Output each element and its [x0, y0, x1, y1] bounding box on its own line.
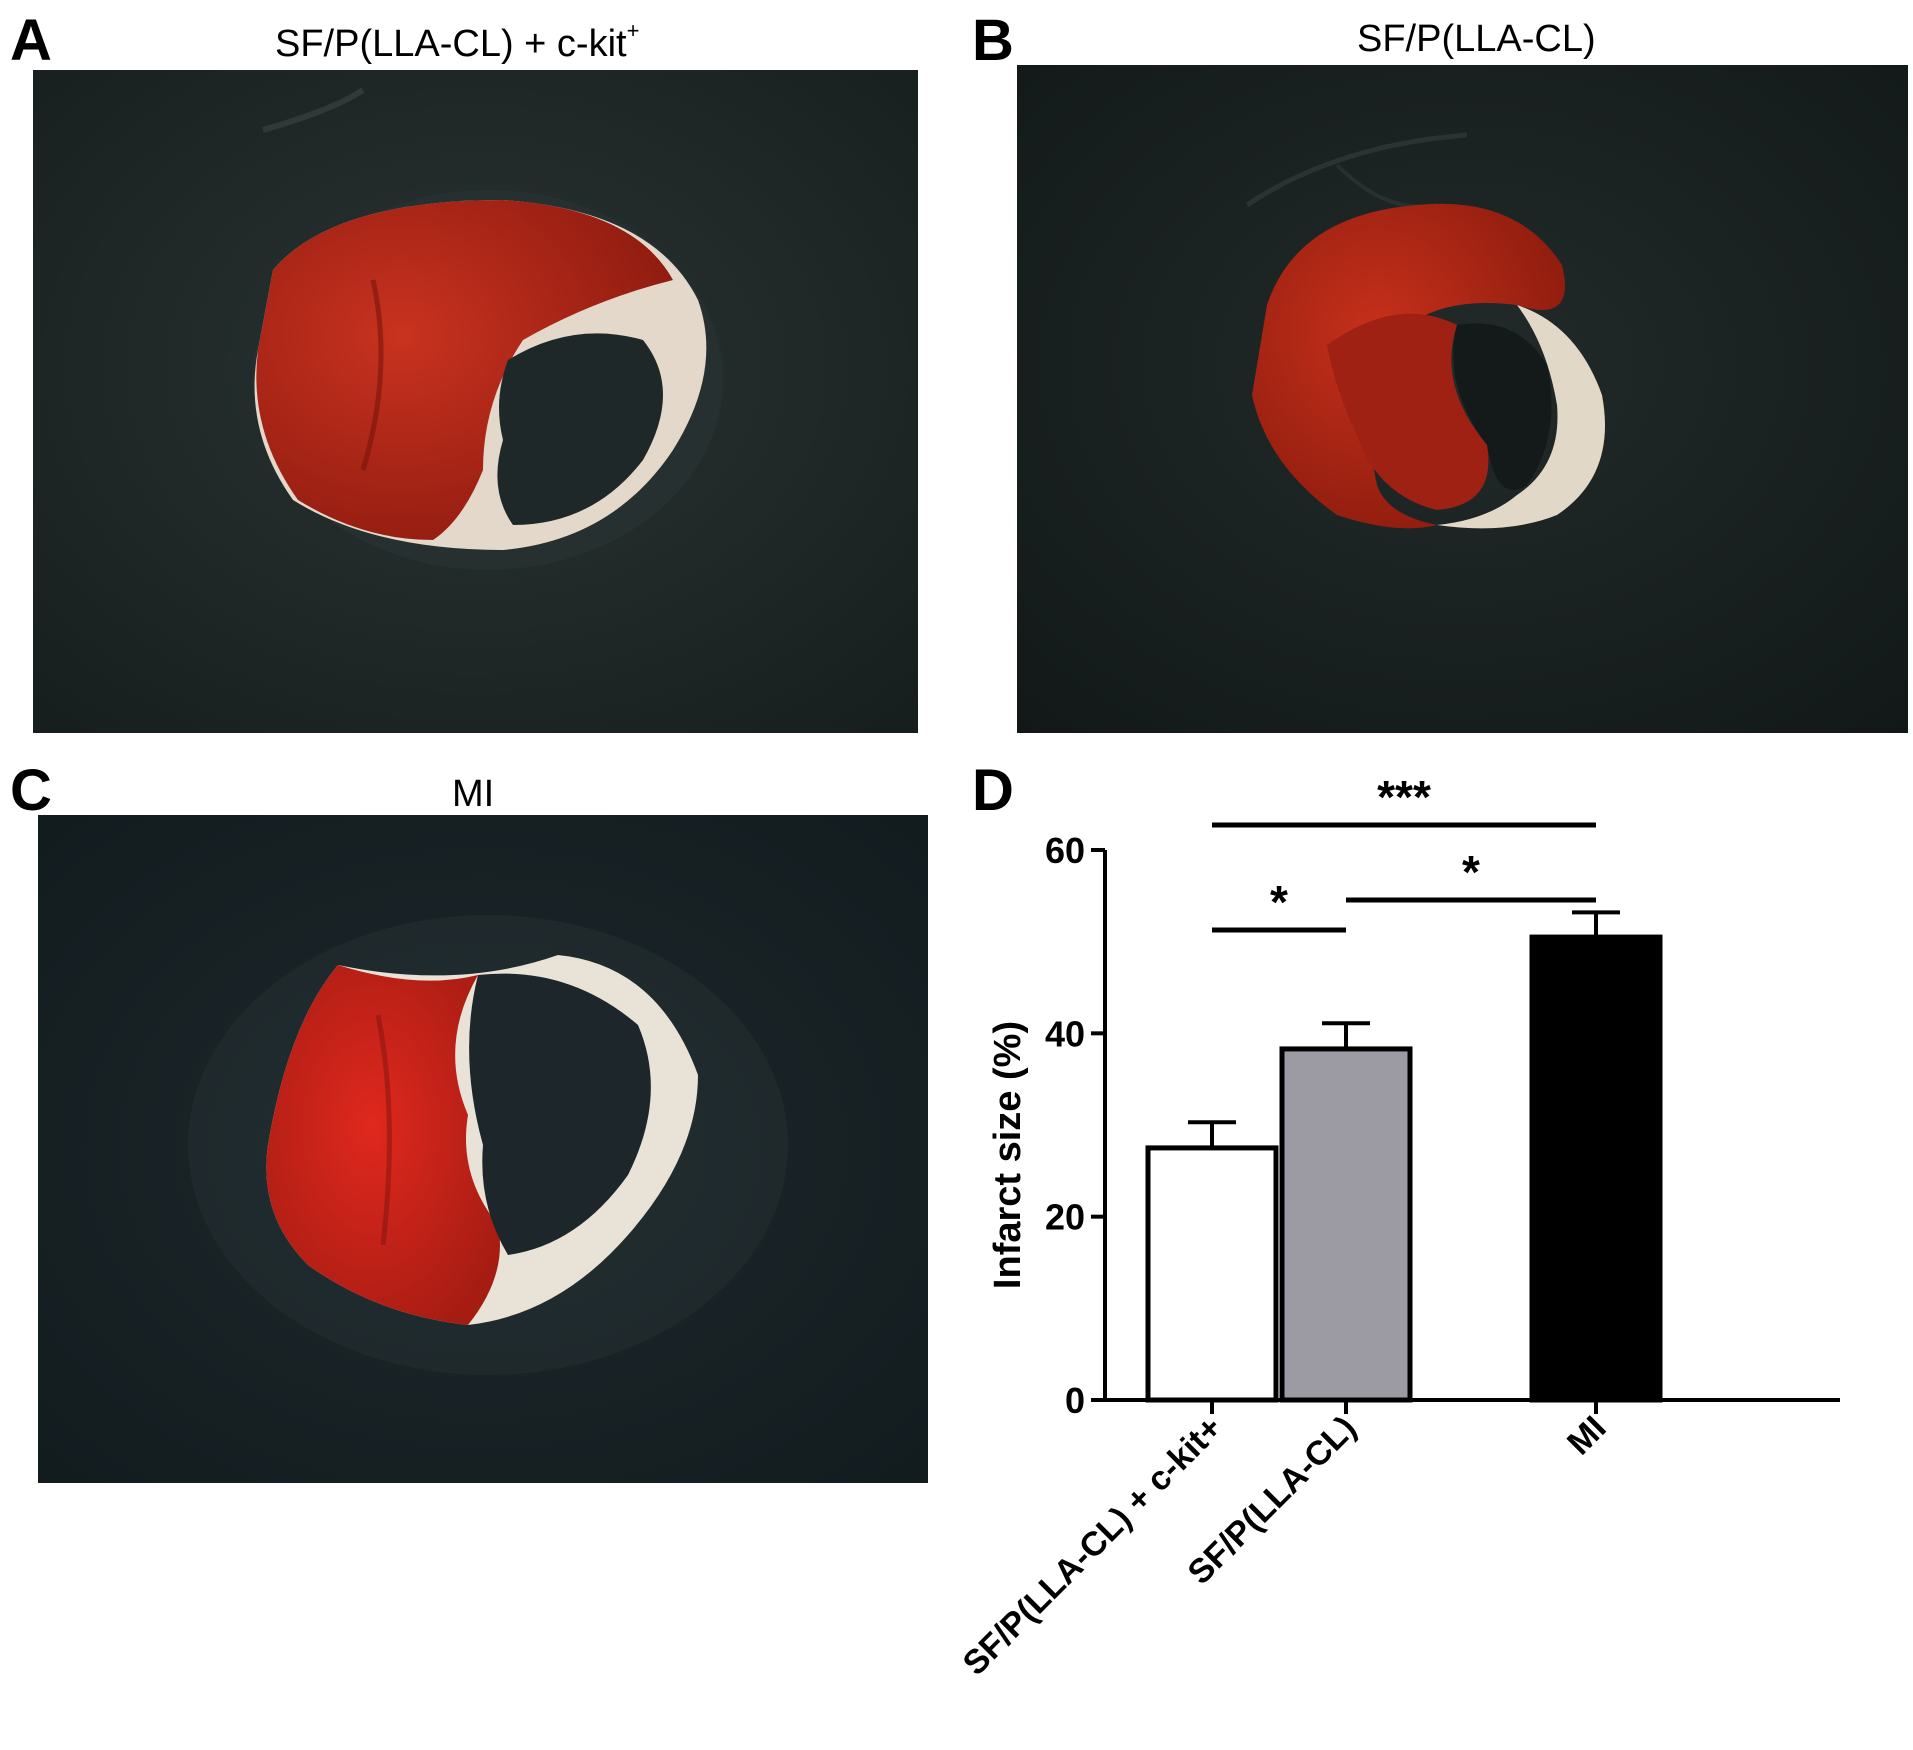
panel-c-letter: C: [10, 758, 52, 823]
panel-a-photo: [33, 70, 918, 733]
y-tick-label: 0: [1065, 1380, 1085, 1421]
infarct-size-bar-chart: 0 20 40 60 Infarct size (%) SF/P(LLA-CL) + c-…: [956, 771, 1840, 1683]
significance-label: *: [1270, 876, 1288, 928]
y-tick-label: 20: [1045, 1197, 1085, 1238]
bar-1: [1145, 1145, 1279, 1403]
chart-plot-area: 0 20 40 60 Infarct size (%) SF/P(LLA-CL) + c-…: [956, 771, 1840, 1683]
panel-a-title: SF/P(LLA-CL) + c-kit+: [275, 18, 640, 65]
panel-c-title: MI: [452, 773, 495, 815]
y-axis-label: Infarct size (%): [987, 1021, 1029, 1289]
panel-a-title-superscript: +: [626, 18, 640, 43]
panel-b-letter: B: [972, 8, 1014, 73]
significance-label: *: [1462, 846, 1480, 898]
panel-b-title: SF/P(LLA-CL): [1357, 18, 1596, 60]
significance-label: ***: [1377, 771, 1431, 823]
y-tick-label: 40: [1045, 1013, 1085, 1054]
panel-d-letter: D: [972, 758, 1014, 823]
x-tick-label: SF/P(LLA-CL) + c-kit+: [956, 1409, 1230, 1683]
panel-a-title-text: SF/P(LLA-CL) + c-kit: [275, 23, 627, 65]
bar-2: [1279, 1046, 1413, 1403]
panel-a-letter: A: [10, 8, 52, 73]
y-tick-label: 60: [1045, 830, 1085, 871]
panel-b-photo: [1017, 65, 1908, 733]
x-tick-label: MI: [1560, 1409, 1614, 1463]
panel-c-photo: [38, 815, 928, 1483]
bar-3: [1529, 934, 1663, 1403]
